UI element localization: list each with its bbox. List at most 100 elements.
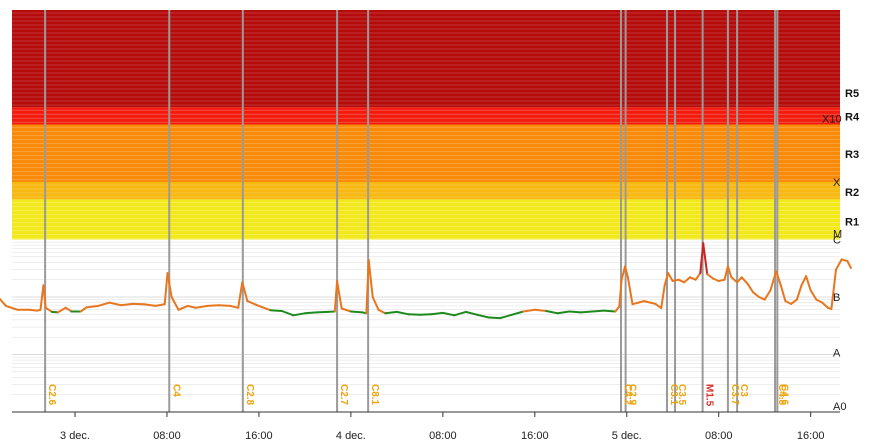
series-segment [614, 305, 621, 313]
series-segment [384, 310, 398, 315]
xray-series [0, 242, 852, 320]
series-segment [752, 291, 760, 298]
series-segment [280, 310, 295, 317]
series-segment [663, 272, 670, 287]
series-segment [108, 301, 122, 307]
x-tick-label: 4 dec. [336, 430, 366, 442]
series-segment [395, 310, 410, 316]
series-segment [821, 301, 829, 309]
series-segment [795, 284, 803, 301]
x-tick-label: 3 dec. [60, 430, 90, 442]
x-axis: 3 dec. 08:00 16:00 4 dec. 08:00 16:00 5 dec. 08… [12, 411, 840, 442]
series-segment [0, 297, 7, 307]
flare-label: C2.7 [338, 384, 349, 406]
flare-label: C4 [170, 384, 181, 397]
series-segment [805, 275, 812, 292]
series-segment [702, 242, 709, 276]
flux-class-label: A0 [833, 401, 846, 413]
flare-label: C3.1 [668, 384, 679, 406]
series-segment [510, 310, 525, 316]
flux-class-label: M [833, 229, 842, 241]
series-segment [499, 313, 513, 320]
series-segment [626, 276, 634, 306]
series-segment [830, 268, 837, 310]
radio-blackout-label-r1: R1 [845, 217, 859, 229]
flare-label: C3 [738, 384, 749, 397]
series-segment [631, 301, 640, 306]
x-tick-label: 16:00 [245, 430, 273, 442]
series-segment [736, 276, 743, 284]
flux-class-label: X [833, 177, 841, 189]
x-tick-label: 16:00 [521, 430, 549, 442]
series-segment [154, 303, 166, 307]
series-segment [579, 310, 594, 314]
series-segment [430, 311, 444, 316]
series-segment [64, 306, 73, 313]
series-segment [840, 258, 849, 263]
series-segment [809, 289, 818, 301]
flare-label: C3.7 [729, 384, 740, 406]
series-segment [292, 312, 306, 317]
series-segment [371, 296, 380, 311]
series-segment [779, 284, 787, 303]
series-segment [206, 304, 220, 307]
radio-blackout-label-r2: R2 [845, 187, 859, 199]
series-segment [723, 265, 729, 281]
x-tick-label: 08:00 [153, 430, 181, 442]
series-segment [769, 270, 778, 292]
series-segment [568, 310, 582, 314]
series-segment [28, 308, 39, 312]
series-segment [706, 273, 714, 280]
series-segment [407, 313, 421, 316]
series-segment [677, 278, 686, 284]
series-segment [237, 281, 244, 309]
series-segment [217, 304, 232, 307]
series-segment [85, 304, 99, 309]
flare-label: C2.8 [244, 384, 255, 406]
band-r3 [12, 124, 840, 182]
flare-label: C4.6 [778, 384, 789, 406]
series-segment [336, 280, 343, 310]
series-segment [835, 258, 843, 271]
series-segment [790, 298, 798, 305]
series-segment [775, 270, 782, 287]
flare-label: C4.2 [622, 384, 633, 406]
series-segment [746, 282, 755, 294]
series-segment [689, 276, 697, 281]
series-segment [56, 306, 67, 314]
series-segment [453, 310, 467, 317]
series-segment [487, 316, 502, 320]
band-r4 [12, 107, 840, 125]
series-segment [120, 302, 134, 307]
series-segment [522, 308, 536, 313]
series-segment [620, 265, 626, 281]
series-segment [800, 275, 808, 287]
series-segment [5, 304, 19, 311]
series-segment [545, 310, 559, 315]
series-segment [654, 302, 663, 310]
series-segment [699, 242, 705, 275]
series-segment [660, 284, 666, 310]
series-segment [79, 306, 88, 313]
series-segment [740, 276, 749, 285]
series-segment [143, 303, 157, 307]
series-segment [194, 304, 209, 309]
series-segment [683, 276, 691, 284]
flare-label: M1.5 [704, 384, 715, 407]
series-segment [846, 260, 852, 269]
series-segment [476, 313, 490, 319]
radio-blackout-label-r4: R4 [845, 112, 860, 124]
series-segment [186, 304, 197, 309]
x-tick-label: 08:00 [705, 430, 733, 442]
radio-blackout-label-r5: R5 [845, 88, 859, 100]
flare-label: C2.6 [46, 384, 57, 406]
series-segment [758, 296, 766, 301]
series-segment [533, 308, 548, 312]
series-segment [229, 304, 240, 309]
series-segment [763, 289, 772, 301]
flux-class-label: A [833, 348, 841, 360]
series-segment [315, 310, 329, 314]
series-segment [170, 296, 180, 311]
series-segment [97, 301, 111, 307]
